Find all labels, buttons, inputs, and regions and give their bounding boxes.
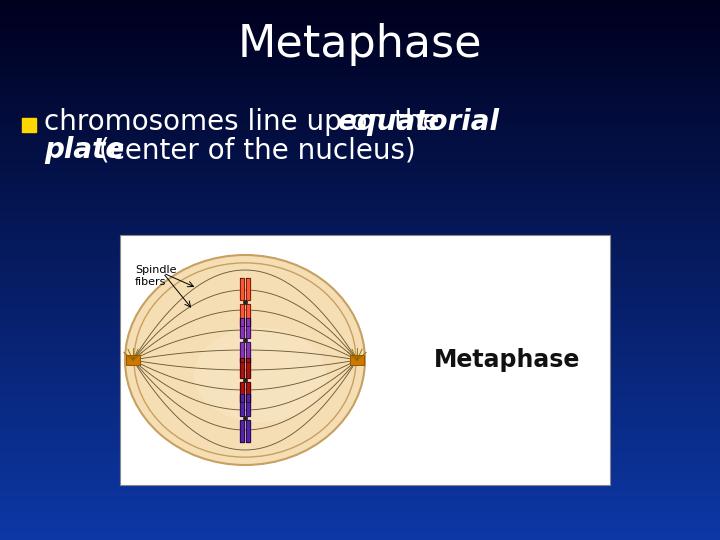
Bar <box>126 355 140 365</box>
Text: Metaphase: Metaphase <box>433 348 580 372</box>
Polygon shape <box>240 304 244 326</box>
Bar <box>22 118 36 132</box>
Bar <box>120 235 610 485</box>
Ellipse shape <box>125 255 365 465</box>
Polygon shape <box>240 382 244 402</box>
Polygon shape <box>240 342 244 362</box>
Ellipse shape <box>194 328 326 422</box>
Polygon shape <box>246 342 250 362</box>
Text: plate: plate <box>44 136 125 164</box>
Polygon shape <box>246 318 250 338</box>
Text: equatorial: equatorial <box>338 108 499 136</box>
Polygon shape <box>246 420 250 442</box>
Polygon shape <box>246 304 250 326</box>
Polygon shape <box>246 394 250 416</box>
Text: Spindle
fibers: Spindle fibers <box>135 265 176 287</box>
Bar <box>350 355 364 365</box>
Polygon shape <box>240 318 244 338</box>
Polygon shape <box>240 278 244 300</box>
Polygon shape <box>240 420 244 442</box>
Text: Metaphase: Metaphase <box>238 24 482 66</box>
Text: chromosomes line up on the: chromosomes line up on the <box>44 108 449 136</box>
Polygon shape <box>246 382 250 402</box>
Polygon shape <box>240 394 244 416</box>
Text: (center of the nucleus): (center of the nucleus) <box>90 136 415 164</box>
Polygon shape <box>240 358 244 378</box>
Polygon shape <box>246 278 250 300</box>
Polygon shape <box>246 358 250 378</box>
